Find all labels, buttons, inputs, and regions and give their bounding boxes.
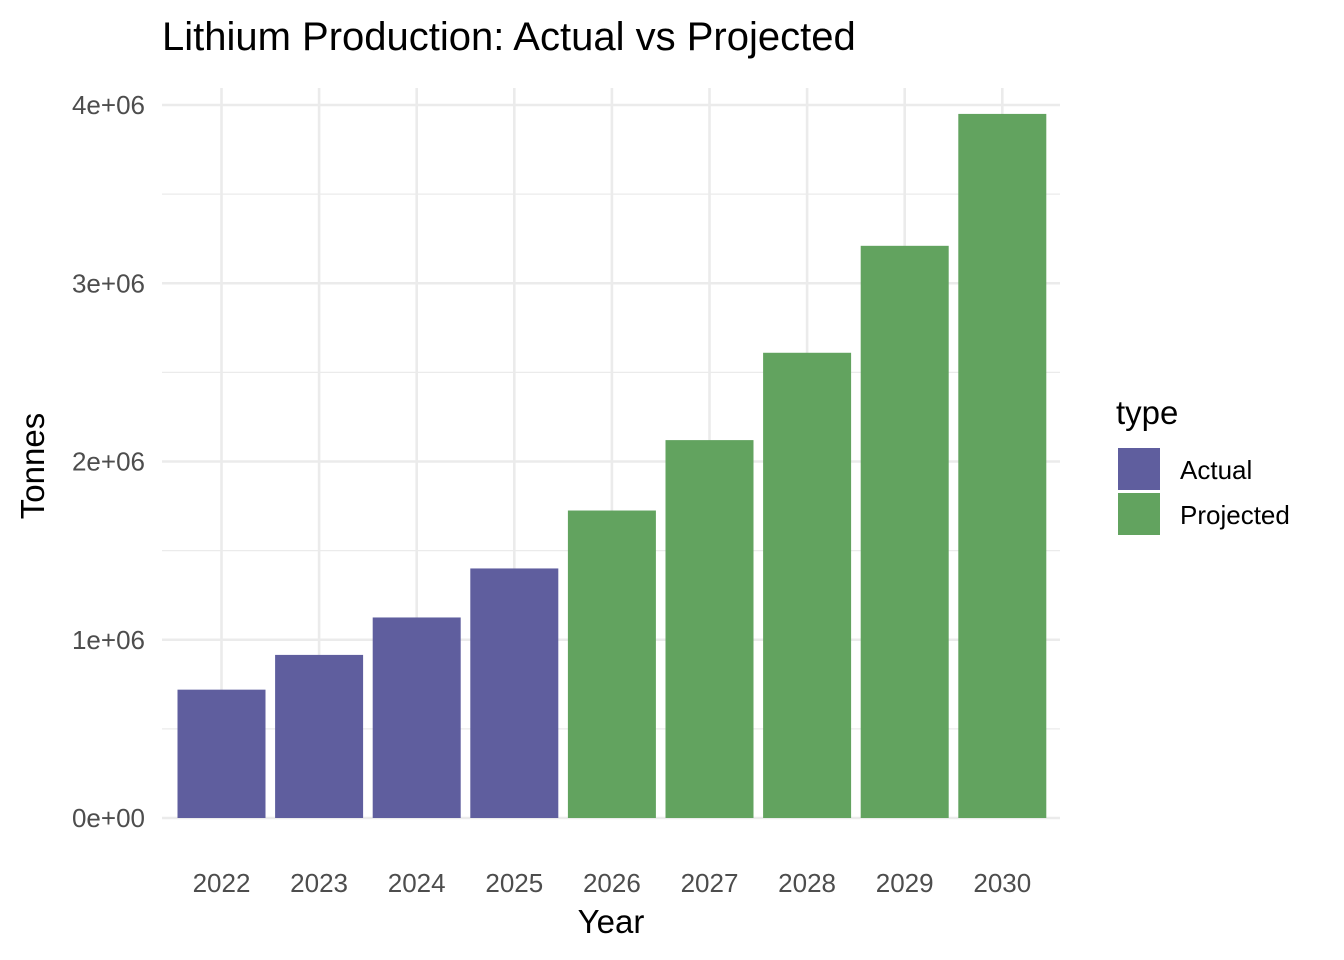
bar-2028 <box>763 352 852 818</box>
bar-2027 <box>665 440 754 818</box>
y-tick-label: 3e+06 <box>72 268 145 298</box>
y-axis-title: Tonnes <box>14 413 51 519</box>
x-tick-label: 2024 <box>388 868 446 898</box>
bar-2025 <box>470 568 559 818</box>
y-tick-label: 0e+00 <box>72 803 145 833</box>
legend: type Actual Projected <box>1116 394 1290 535</box>
chart-title: Lithium Production: Actual vs Projected <box>162 15 856 59</box>
legend-swatch-actual <box>1118 448 1160 490</box>
legend-label-actual: Actual <box>1180 455 1252 485</box>
x-tick-label: 2023 <box>290 868 348 898</box>
bar-2030 <box>958 113 1047 819</box>
x-tick-label: 2025 <box>485 868 543 898</box>
x-axis-ticks: 2022 2023 2024 2025 2026 2027 2028 2029 2030 <box>193 868 1032 898</box>
x-tick-label: 2028 <box>778 868 836 898</box>
x-tick-label: 2027 <box>681 868 739 898</box>
bar-2023 <box>275 654 364 818</box>
bar-2026 <box>567 510 656 818</box>
legend-swatch-projected <box>1118 493 1160 535</box>
y-tick-label: 1e+06 <box>72 625 145 655</box>
x-tick-label: 2030 <box>973 868 1031 898</box>
x-tick-label: 2029 <box>876 868 934 898</box>
x-axis-title: Year <box>578 903 645 940</box>
bar-2022 <box>177 689 266 818</box>
y-axis-ticks: 0e+00 1e+06 2e+06 3e+06 4e+06 <box>72 90 145 833</box>
legend-label-projected: Projected <box>1180 500 1290 530</box>
bar-2029 <box>860 245 949 818</box>
legend-title: type <box>1116 394 1178 431</box>
bar-2024 <box>372 617 461 818</box>
x-tick-label: 2022 <box>193 868 251 898</box>
bars <box>177 113 1047 819</box>
x-tick-label: 2026 <box>583 868 641 898</box>
y-tick-label: 2e+06 <box>72 447 145 477</box>
y-tick-label: 4e+06 <box>72 90 145 120</box>
